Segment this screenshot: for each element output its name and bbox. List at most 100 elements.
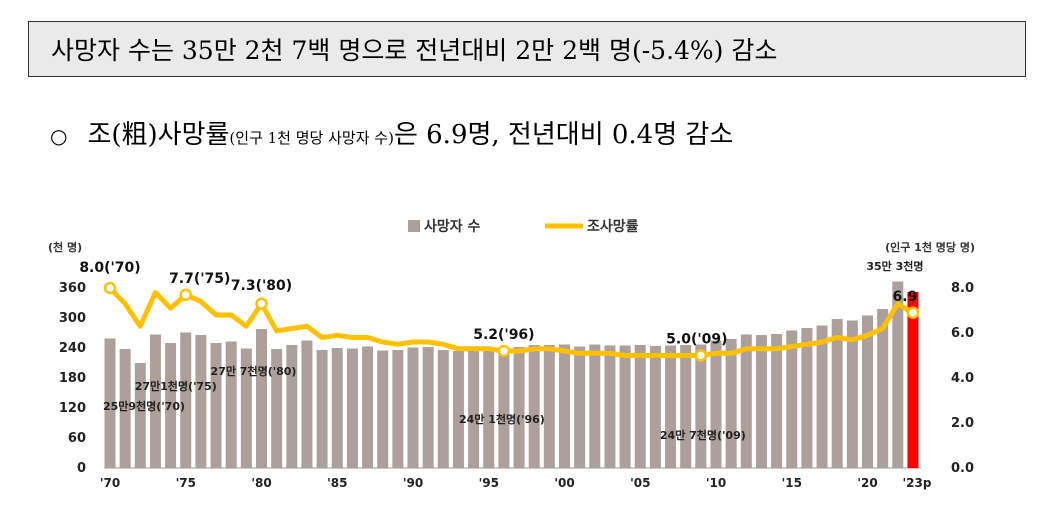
left-tick-label: 0	[77, 461, 86, 476]
rate-marker-1975	[179, 288, 192, 301]
left-axis-unit: (천 명)	[48, 240, 82, 254]
bar-1998	[528, 345, 540, 468]
bar-1980	[256, 329, 267, 468]
bar-1973	[149, 334, 161, 468]
bar-1971	[119, 349, 131, 468]
death-label-1975: 27만1천명('75)	[135, 379, 217, 393]
right-tick-label: 2.0	[951, 416, 974, 431]
left-tick-label: 60	[68, 431, 86, 446]
bar-1986	[346, 348, 358, 468]
x-tick-label: '20	[857, 476, 877, 490]
x-tick-label: '05	[630, 476, 650, 490]
bar-1982	[286, 345, 298, 468]
bar-1975	[180, 332, 192, 468]
left-tick-label: 360	[59, 281, 86, 296]
x-tick-label: '15	[782, 476, 802, 490]
combo-chart: 8.0('70) 7.7('75) 7.3('80) 5.2('96) 5.0('09)…	[48, 218, 975, 490]
death-label-1970: 25만9천명('70)	[103, 399, 185, 413]
x-tick-label: '80	[251, 476, 271, 490]
left-tick-label: 120	[59, 401, 86, 416]
bar-1997	[513, 347, 525, 468]
bar-2012	[740, 334, 752, 468]
bar-2016	[801, 328, 813, 468]
bar-1992	[437, 350, 449, 468]
right-tick-label: 0.0	[951, 461, 974, 476]
bar-2000	[559, 344, 570, 468]
rate-marker-1980	[255, 297, 268, 310]
bar-1991	[422, 347, 434, 468]
bar-2005	[634, 345, 646, 468]
bar-2006	[649, 346, 661, 468]
bar-2018	[831, 319, 843, 468]
crude-rate-line	[107, 285, 916, 358]
bar-1996	[498, 347, 510, 468]
bar-2003	[604, 345, 616, 468]
bar-1994	[468, 347, 480, 468]
rate-label-2009: 5.0('09)	[666, 332, 727, 348]
bar-1999	[543, 345, 555, 468]
bar-1978	[225, 341, 237, 468]
right-axis-unit: (인구 1천 명당 명)	[885, 240, 975, 254]
bar-1985	[331, 348, 343, 468]
x-tick-label: '00	[554, 476, 574, 490]
bar-1977	[210, 343, 222, 468]
death-label-1980: 27만 7천명('80)	[211, 364, 297, 378]
subline-paren: (인구 1천 명당 사망자 수)	[229, 129, 394, 147]
bar-2019	[846, 320, 858, 468]
bar-1993	[452, 351, 464, 468]
legend-bar-label: 사망자 수	[424, 218, 481, 235]
right-tick-label: 8.0	[951, 281, 974, 296]
rate-label-1980: 7.3('80)	[231, 278, 292, 294]
bar-1983	[301, 340, 313, 468]
bar-2004	[619, 345, 631, 468]
bar-2013	[755, 335, 767, 468]
headline: 사망자 수는 35만 2천 7백 명으로 전년대비 2만 2백 명(-5.4%)…	[51, 36, 778, 65]
x-tick-label: '70	[100, 476, 120, 490]
bar-2015	[786, 330, 798, 468]
legend-line-label: 조사망률	[587, 218, 639, 235]
bar-2007	[665, 345, 677, 468]
death-label-2009: 24만 7천명('09)	[660, 428, 746, 442]
rate-marker-2009	[694, 349, 708, 362]
bar-1989	[392, 350, 404, 468]
bar-1995	[483, 347, 495, 468]
left-tick-label: 300	[59, 311, 86, 326]
bar-2017	[816, 325, 828, 468]
x-tick-label: '90	[403, 476, 423, 490]
bar-2009	[695, 344, 707, 468]
bar-2022	[892, 281, 904, 468]
rate-marker-1996	[497, 344, 511, 358]
left-tick-label: 240	[59, 341, 86, 356]
bar-1970	[104, 338, 116, 468]
headline-box: 사망자 수는 35만 2천 7백 명으로 전년대비 2만 2백 명(-5.4%)…	[28, 21, 1026, 77]
bar-1972	[134, 363, 146, 468]
bar-1984	[316, 350, 328, 468]
subline-main: 조(粗)사망률	[87, 120, 230, 150]
bar-2001	[574, 346, 586, 468]
right-tick-label: 6.0	[951, 326, 974, 341]
left-tick-label: 180	[59, 371, 86, 386]
rate-label-2023: 6.9	[893, 289, 918, 305]
bar-2010	[710, 340, 722, 468]
bar-2021	[877, 309, 889, 468]
right-tick-label: 4.0	[951, 371, 974, 386]
x-tick-label: '75	[176, 476, 196, 490]
x-tick-label: '10	[706, 476, 726, 490]
rate-label-1996: 5.2('96)	[473, 327, 534, 343]
bar-1974	[165, 343, 177, 468]
death-label-1996: 24만 1천명('96)	[459, 412, 545, 426]
x-tick-label: '23p	[902, 476, 931, 490]
death-label-2023: 35만 3천명	[866, 259, 923, 273]
bar-1987	[362, 346, 374, 468]
bar-2008	[680, 345, 692, 468]
rate-marker-1970	[103, 281, 117, 295]
legend-bar-swatch	[408, 220, 420, 232]
bar-2002	[589, 344, 601, 468]
bar-1990	[407, 347, 419, 468]
subline: ○ 조(粗)사망률 (인구 1천 명당 사망자 수) 은 6.9명, 전년대비 …	[50, 114, 733, 151]
bar-2011	[725, 339, 737, 468]
bar-1976	[195, 335, 207, 468]
x-tick-label: '95	[479, 476, 499, 490]
subline-tail: 은 6.9명, 전년대비 0.4명 감소	[393, 120, 734, 150]
bar-2014	[771, 334, 783, 468]
